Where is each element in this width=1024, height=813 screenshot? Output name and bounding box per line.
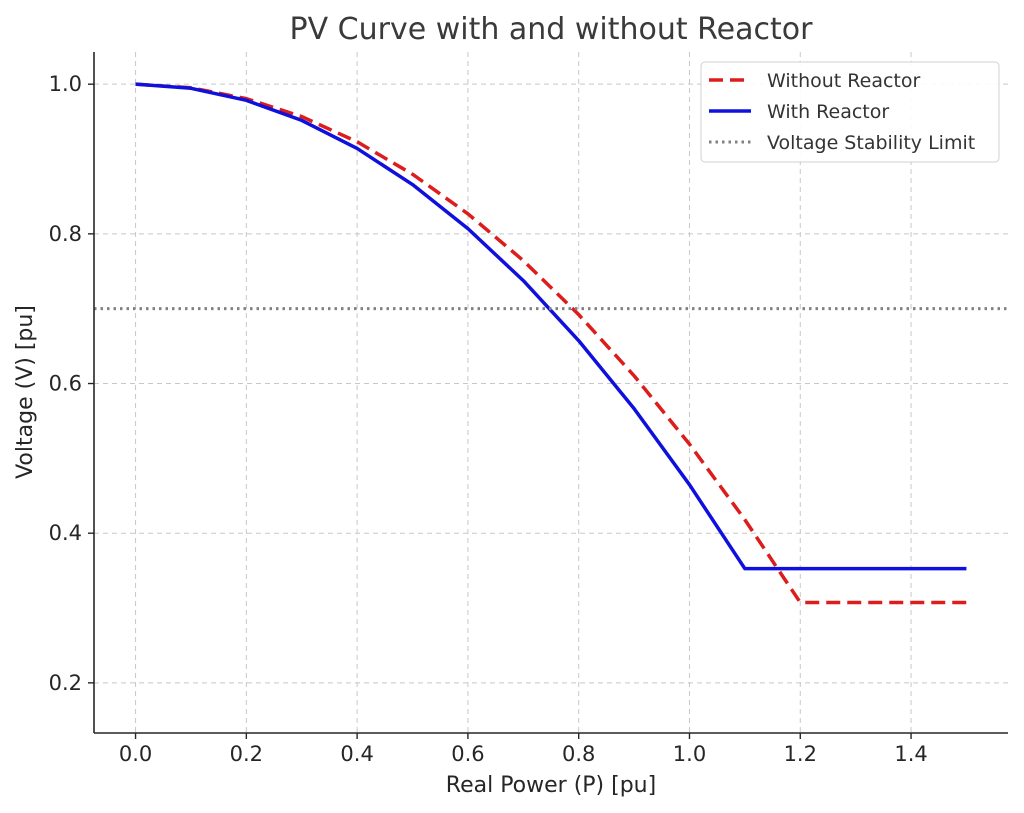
y-tick-label: 0.2: [49, 671, 82, 695]
y-axis-label: Voltage (V) [pu]: [13, 305, 38, 479]
x-tick-label: 0.0: [119, 742, 152, 766]
x-axis-label: Real Power (P) [pu]: [446, 773, 656, 798]
y-tick-label: 1.0: [49, 72, 82, 96]
x-tick-label: 0.2: [230, 742, 263, 766]
series-line-with-reactor: [135, 82, 967, 571]
x-tick-label: 1.2: [784, 742, 817, 766]
y-tick-label: 0.6: [49, 372, 82, 396]
y-tick-label: 0.4: [49, 521, 82, 545]
x-tick-label: 1.0: [673, 742, 706, 766]
x-tick-label: 0.8: [562, 742, 595, 766]
legend-label-without-reactor: Without Reactor: [767, 70, 920, 92]
legend: Without Reactor With Reactor Voltage Stabi…: [700, 61, 1000, 163]
x-tick-label: 1.4: [894, 742, 927, 766]
y-tick-label: 0.8: [49, 222, 82, 246]
legend-label-with-reactor: With Reactor: [767, 101, 889, 123]
chart-title: PV Curve with and without Reactor: [290, 12, 814, 47]
legend-label-voltage-stability-limit: Voltage Stability Limit: [767, 132, 975, 154]
grid-layer: [94, 52, 1008, 733]
series-layer: [94, 82, 1008, 605]
axis-ticks: 0.0 0.2 0.4 0.6 0.8 1.0 1.2 1.4 0.2 0.4 0.6 0.8 1.0: [49, 72, 928, 766]
series-line-without-reactor: [135, 82, 967, 605]
legend-box: [700, 61, 1000, 163]
x-tick-label: 0.4: [340, 742, 373, 766]
x-tick-label: 0.6: [451, 742, 484, 766]
